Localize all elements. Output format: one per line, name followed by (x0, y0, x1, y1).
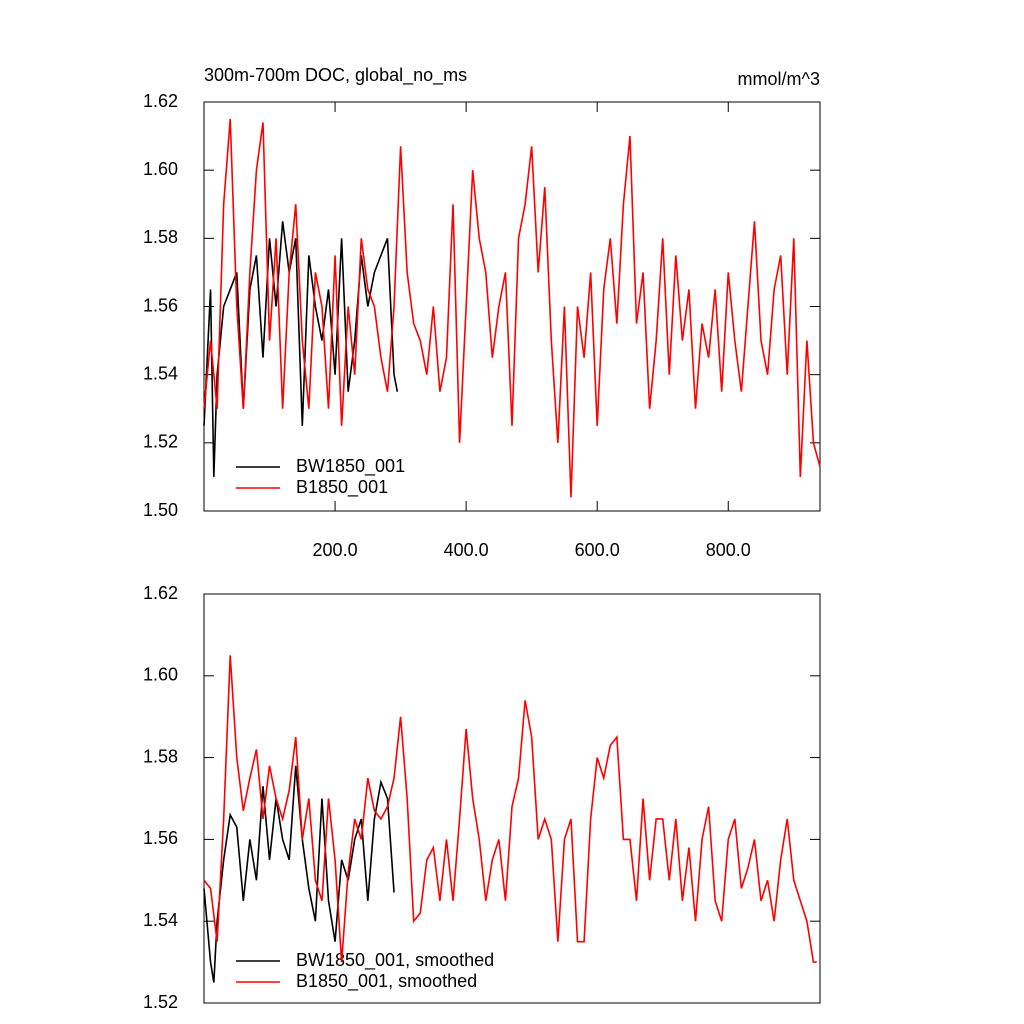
y-tick-label: 1.52 (143, 992, 178, 1012)
x-tick-label: 600.0 (575, 540, 620, 560)
x-tick-label: 400.0 (444, 540, 489, 560)
y-tick-label: 1.56 (143, 828, 178, 848)
data-line (203, 118, 821, 498)
data-line (203, 655, 817, 963)
legend-label: B1850_001 (296, 477, 388, 498)
x-tick-label: 200.0 (313, 540, 358, 560)
chart-title: 300m-700m DOC, global_no_ms (204, 65, 467, 86)
data-line (203, 221, 399, 477)
legend-label: B1850_001, smoothed (296, 971, 477, 992)
y-tick-label: 1.58 (143, 227, 178, 247)
data-line (203, 765, 395, 983)
y-tick-label: 1.60 (143, 665, 178, 685)
y-tick-label: 1.54 (143, 363, 178, 383)
y-tick-label: 1.58 (143, 746, 178, 766)
legend-label: BW1850_001 (296, 456, 405, 477)
y-tick-label: 1.50 (143, 500, 178, 520)
y-tick-label: 1.62 (143, 583, 178, 603)
plot-frame (203, 593, 821, 1004)
units-label: mmol/m^3 (738, 69, 820, 89)
y-tick-label: 1.56 (143, 295, 178, 315)
y-tick-label: 1.60 (143, 159, 178, 179)
legend-label: BW1850_001, smoothed (296, 950, 494, 971)
x-tick-label: 800.0 (706, 540, 751, 560)
y-tick-label: 1.54 (143, 910, 178, 930)
plot-frame (203, 101, 821, 512)
y-tick-label: 1.52 (143, 432, 178, 452)
y-tick-label: 1.62 (143, 91, 178, 111)
